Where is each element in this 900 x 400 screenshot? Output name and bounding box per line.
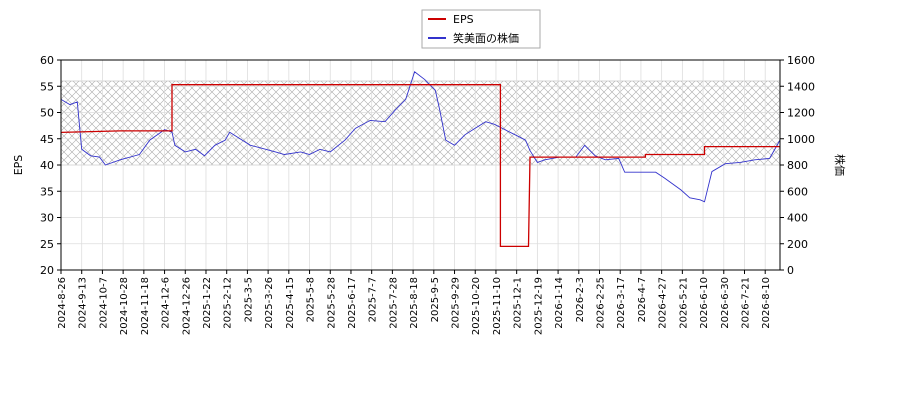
x-tick-label: 2025-1-22 <box>202 277 213 329</box>
x-tick-label: 2026-7-21 <box>740 277 751 329</box>
x-tick-label: 2026-6-10 <box>699 277 710 329</box>
y2-tick-label: 0 <box>787 264 794 277</box>
y-tick-label: 40 <box>40 159 54 172</box>
y2-tick-label: 1600 <box>787 54 815 67</box>
x-tick-label: 2025-7-28 <box>388 277 399 329</box>
y2-tick-label: 800 <box>787 159 808 172</box>
series-line <box>60 84 780 248</box>
x-tick-label: 2026-1-14 <box>554 277 565 329</box>
y2-tick-label: 400 <box>787 212 808 225</box>
x-tick-label: 2026-6-30 <box>720 277 731 329</box>
x-tick-label: 2024-10-7 <box>98 277 109 329</box>
plot-frame <box>60 59 781 271</box>
y-tick-label: 30 <box>40 212 54 225</box>
y2-tick-label: 600 <box>787 185 808 198</box>
x-tick-label: 2024-9-13 <box>78 277 89 329</box>
x-tick-label: 2025-4-15 <box>285 277 296 329</box>
shaded-band <box>60 80 781 166</box>
y-tick-label: 35 <box>40 185 54 198</box>
x-tick-label: 2025-10-20 <box>471 277 482 335</box>
legend-label: 笑美面の株価 <box>453 31 519 45</box>
legend-label: EPS <box>453 13 474 26</box>
x-tick-label: 2024-10-28 <box>119 277 130 335</box>
y2-tick-label: 1400 <box>787 80 815 93</box>
x-tick-label: 2025-6-17 <box>347 277 358 329</box>
legend: EPS 笑美面の株価 <box>421 9 541 49</box>
x-tick-label: 2026-5-21 <box>678 277 689 329</box>
x-tick-label: 2025-2-12 <box>223 277 234 329</box>
x-tick-label: 2024-12-6 <box>161 277 172 329</box>
series-line <box>60 71 781 203</box>
y-tick-label: 50 <box>40 107 54 120</box>
y-tick-label: 20 <box>40 264 54 277</box>
x-tick-label: 2024-12-26 <box>181 277 192 335</box>
x-tick-label: 2026-8-10 <box>761 277 772 329</box>
y-tick-label: 60 <box>40 54 54 67</box>
x-tick-label: 2025-9-29 <box>451 277 462 329</box>
y-tick-label: 55 <box>40 80 54 93</box>
x-tick-label: 2025-9-5 <box>430 277 441 322</box>
x-tick-label: 2025-12-19 <box>533 277 544 335</box>
y2-tick-label: 1000 <box>787 133 815 146</box>
x-tick-label: 2025-5-28 <box>326 277 337 329</box>
y-axis-label: EPS <box>12 155 25 176</box>
x-tick-label: 2025-3-5 <box>243 277 254 322</box>
x-tick-label: 2025-12-1 <box>513 277 524 329</box>
y2-tick-label: 200 <box>787 238 808 251</box>
y2-axis-label: 株価 <box>833 154 847 176</box>
x-tick-label: 2026-4-27 <box>658 277 669 329</box>
x-tick-label: 2026-4-7 <box>637 277 648 322</box>
y2-tick-label: 1200 <box>787 107 815 120</box>
x-tick-label: 2024-8-26 <box>57 277 68 329</box>
x-tick-label: 2025-7-7 <box>368 277 379 322</box>
y-tick-label: 45 <box>40 133 54 146</box>
x-tick-label: 2025-3-26 <box>264 277 275 329</box>
x-tick-label: 2025-5-8 <box>306 277 317 322</box>
x-tick-label: 2026-2-3 <box>575 277 586 322</box>
x-tick-label: 2025-8-18 <box>409 277 420 329</box>
y-tick-label: 25 <box>40 238 54 251</box>
x-tick-label: 2025-11-10 <box>492 277 503 335</box>
legend-box <box>421 9 541 49</box>
x-tick-label: 2024-11-18 <box>140 277 151 335</box>
x-tick-label: 2026-3-17 <box>616 277 627 329</box>
x-tick-label: 2026-2-25 <box>596 277 607 329</box>
